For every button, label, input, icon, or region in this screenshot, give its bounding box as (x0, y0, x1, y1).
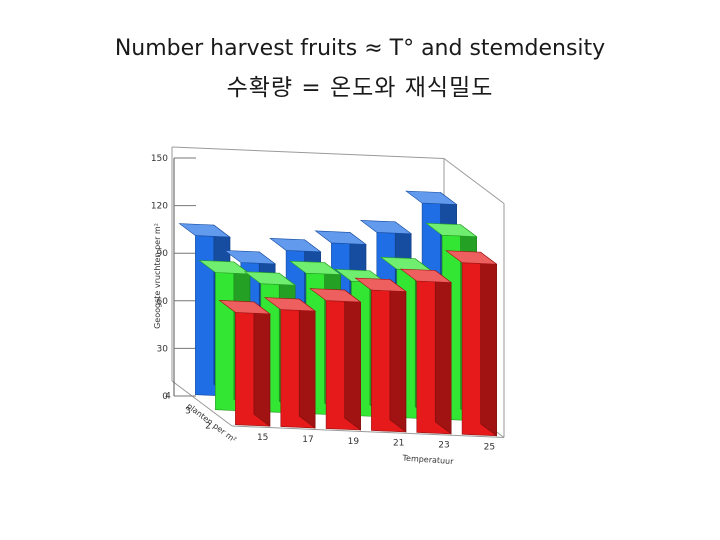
bar-top-face (263, 297, 317, 312)
y-tick-label: 30 (157, 344, 169, 354)
y-tick-label: 120 (151, 202, 168, 212)
y-tick-label: 0 (162, 392, 168, 402)
bar-top-face (289, 260, 342, 275)
slide-title-english: Number harvest fruits ≈ T° and stemdensi… (114, 36, 606, 61)
box-edge-floor-front (231, 425, 505, 438)
bar-top-face (269, 238, 322, 253)
bar-top-face (198, 260, 251, 275)
y-axis-title: Geoogste vruchten per m² (153, 223, 162, 329)
bar-top-face (218, 300, 271, 315)
x-tick-label: 15 (257, 433, 268, 443)
bar-side-face (253, 301, 271, 427)
bar-top-face (399, 268, 453, 283)
x-tick-label: 21 (393, 439, 404, 449)
depth-tick-label: 4 (165, 392, 171, 402)
bar-top-face (178, 223, 231, 238)
bar-top-face (309, 288, 362, 303)
box-edge-back-top (171, 146, 445, 159)
bar-top-face (405, 190, 458, 205)
bar-side-face (389, 278, 407, 433)
bar (309, 288, 362, 431)
bar (263, 297, 317, 429)
y-tick-label: 60 (157, 297, 169, 307)
bar-top-face (314, 230, 367, 245)
bar-top-face (223, 250, 277, 265)
y-tick-label: 90 (157, 249, 169, 259)
depth-tick-label: 2 (205, 422, 211, 432)
bar (399, 268, 453, 435)
slide-title-korean: 수확량 = 온도와 재식밀도 (226, 75, 494, 101)
bar-top-face (445, 250, 498, 265)
bar-side-face (480, 251, 497, 437)
x-tick-label: 17 (302, 435, 313, 445)
y-tick-label: 150 (151, 154, 168, 164)
box-edge-right-top (443, 158, 505, 204)
bar (354, 277, 407, 433)
bar-top-face (425, 222, 478, 238)
depth-tick-label: 3 (185, 407, 191, 417)
bar-side-face (434, 269, 452, 435)
bar-top-face (354, 277, 407, 292)
x-tick-label: 19 (348, 437, 360, 447)
bar (218, 300, 271, 427)
box-edge-floor-left (171, 380, 233, 427)
x-tick-label: 23 (438, 441, 449, 451)
x-axis-title: Temperatuur (401, 453, 454, 466)
bar-side-face (344, 289, 361, 431)
bar-side-face (298, 298, 316, 429)
bar-top-face (243, 271, 297, 286)
bar-top-face (359, 220, 413, 235)
x-tick-label: 25 (484, 443, 495, 453)
chart-bars (178, 190, 498, 437)
bar (445, 250, 498, 437)
